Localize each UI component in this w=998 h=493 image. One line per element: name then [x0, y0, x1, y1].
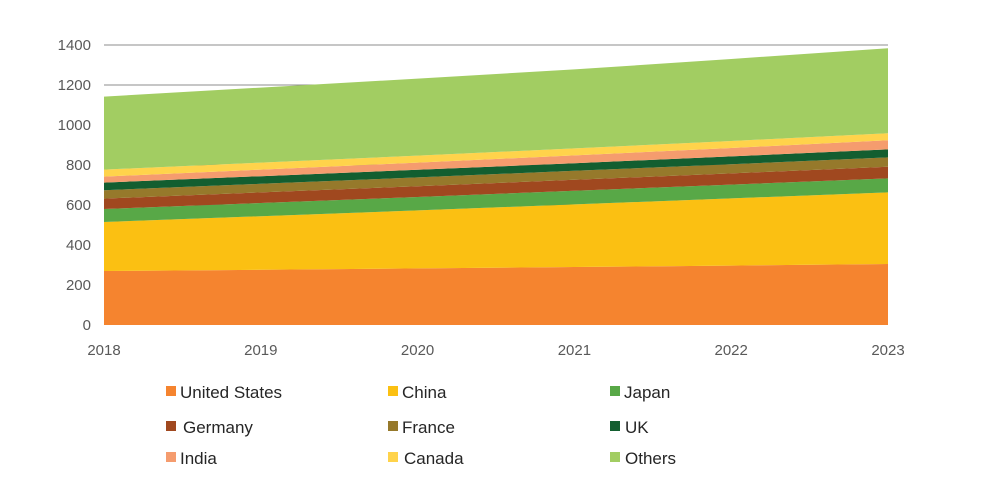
x-tick-label: 2019 — [244, 342, 277, 359]
y-tick-label: 800 — [66, 157, 91, 174]
x-axis-tick-labels: 2018 2019 2020 2021 2022 2023 — [87, 342, 904, 359]
legend-label: United States — [180, 383, 282, 402]
x-tick-label: 2022 — [715, 342, 748, 359]
area-germany — [104, 166, 888, 209]
legend-item-canada: Canada — [388, 449, 464, 468]
y-tick-label: 400 — [66, 237, 91, 254]
legend: United States China Japan Germany France UK In… — [166, 383, 676, 468]
y-tick-label: 200 — [66, 277, 91, 294]
legend-swatch — [388, 452, 398, 462]
area-china — [104, 192, 888, 271]
legend-label: Germany — [183, 418, 253, 437]
legend-item-uk: UK — [610, 418, 649, 437]
legend-label: UK — [625, 418, 649, 437]
legend-label: Japan — [624, 383, 670, 402]
area-uk — [104, 149, 888, 191]
x-tick-label: 2021 — [558, 342, 591, 359]
x-tick-label: 2023 — [871, 342, 904, 359]
legend-item-germany: Germany — [166, 418, 253, 437]
legend-item-china: China — [388, 383, 447, 402]
area-united-states — [104, 264, 888, 325]
legend-label: Canada — [404, 449, 464, 468]
legend-swatch — [388, 386, 398, 396]
y-tick-label: 1400 — [58, 37, 91, 54]
y-tick-label: 1200 — [58, 77, 91, 94]
legend-swatch — [388, 421, 398, 431]
legend-swatch — [166, 386, 176, 396]
legend-item-france: France — [388, 418, 455, 437]
legend-item-others: Others — [610, 449, 676, 468]
y-tick-label: 0 — [83, 317, 91, 334]
legend-swatch — [610, 386, 620, 396]
area-others — [104, 48, 888, 170]
area-series — [104, 48, 888, 325]
x-tick-label: 2020 — [401, 342, 434, 359]
legend-swatch — [610, 452, 620, 462]
x-tick-label: 2018 — [87, 342, 120, 359]
legend-label: China — [402, 383, 447, 402]
legend-label: India — [180, 449, 217, 468]
legend-swatch — [610, 421, 620, 431]
y-axis-tick-labels: 0 200 400 600 800 1000 1200 1400 — [58, 37, 91, 334]
legend-swatch — [166, 452, 176, 462]
legend-item-japan: Japan — [610, 383, 670, 402]
area-japan — [104, 178, 888, 222]
legend-label: Others — [625, 449, 676, 468]
area-india — [104, 140, 888, 183]
legend-item-india: India — [166, 449, 217, 468]
legend-item-united-states: United States — [166, 383, 282, 402]
y-tick-label: 1000 — [58, 117, 91, 134]
y-tick-label: 600 — [66, 197, 91, 214]
legend-label: France — [402, 418, 455, 437]
area-canada — [104, 133, 888, 177]
legend-swatch — [166, 421, 176, 431]
area-france — [104, 157, 888, 199]
